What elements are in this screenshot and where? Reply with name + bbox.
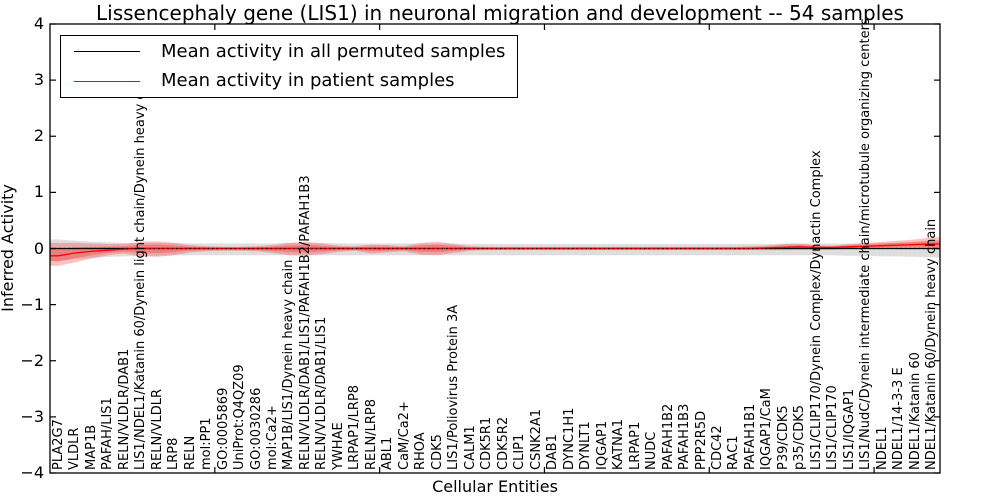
x-category-label: LRPAP1/LRP8 <box>347 384 363 470</box>
x-category-label: VLDLR <box>67 427 83 470</box>
x-category-label: LIS1/Poliovirus Protein 3A <box>446 304 462 470</box>
patient-mean-line <box>50 243 940 257</box>
x-category-label: LIS1/NudC/Dynein intermediate chain/micr… <box>858 18 874 470</box>
x-category-label: PLA2G7 <box>50 419 66 470</box>
x-category-label: IQGAP1 <box>594 420 610 470</box>
x-category-label: LRPAP1 <box>627 421 643 470</box>
x-category-label: CDK5R1 <box>479 416 495 470</box>
y-tick-label: 3 <box>33 70 44 90</box>
legend: Mean activity in all permuted samples Me… <box>60 35 518 98</box>
y-tick-label: −1 <box>20 294 44 314</box>
x-category-label: MAP1B/LIS1/Dynein heavy chain <box>281 259 297 470</box>
x-category-label: IQGAP1/CaM <box>759 388 775 470</box>
x-category-label: CLIP1 <box>512 433 528 470</box>
x-category-label: RHOA <box>413 432 429 470</box>
x-category-label: UniProt:Q4QZ09 <box>232 364 248 470</box>
x-category-label: RELN/VLDLR <box>149 388 165 470</box>
x-category-label: NDEL1/Katanin 60 <box>907 352 923 470</box>
x-category-label: PAFAH1B1 <box>742 403 758 470</box>
y-axis-label: Inferred Activity <box>0 184 17 312</box>
x-category-label: mol:PP1 <box>199 417 215 470</box>
x-category-label: CDK5R2 <box>495 416 511 470</box>
x-category-label: CDC42 <box>710 425 725 470</box>
x-category-label: CaM/Ca2+ <box>396 401 412 470</box>
chart-title: Lissencephaly gene (LIS1) in neuronal mi… <box>96 1 904 25</box>
x-category-label: PAFAH/LIS1 <box>100 397 116 470</box>
x-category-label: LIS1/CLIP170/Dynein Complex/Dynactin Com… <box>808 150 824 470</box>
x-category-label: DYNC1H1 <box>561 407 577 470</box>
x-category-label: RAC1 <box>726 435 742 470</box>
x-category-label: mol:Ca2+ <box>265 405 280 470</box>
x-category-label: NUDC <box>644 431 660 470</box>
y-tick-label: 0 <box>33 238 44 258</box>
x-category-label: GO:0005869 <box>215 387 231 470</box>
x-category-label: DYNLT1 <box>578 421 594 470</box>
legend-entry-permuted: Mean activity in all permuted samples <box>61 38 517 66</box>
x-category-label: PAFAH1B3 <box>677 403 693 470</box>
y-tick-label: −3 <box>20 406 44 426</box>
x-category-label: PPP2R5D <box>693 410 709 470</box>
x-category-label: NDEL1 <box>874 426 890 470</box>
x-category-label: P39/CDK5 <box>775 405 791 470</box>
x-category-label: LRP8 <box>166 437 182 470</box>
permuted-line-swatch <box>74 51 140 53</box>
x-category-label: CSNK2A1 <box>528 408 544 470</box>
x-category-label: PAFAH1B2 <box>660 403 676 470</box>
x-category-label: NDEL1/Katanin 60/Dynein heavy chain <box>924 218 940 470</box>
patient-line-swatch <box>74 80 140 82</box>
permuted-band <box>50 239 940 261</box>
x-category-label: NDEL1/14-3-3 E <box>891 367 907 470</box>
x-category-label: ABL1 <box>380 436 396 470</box>
x-category-label: RELN/VLDLR/DAB1/LIS1 <box>314 316 330 470</box>
x-category-label: KATNA1 <box>611 418 627 470</box>
x-category-label: LIS1/NDEL1/Katanin 60/Dynein light chain… <box>133 64 149 470</box>
y-tick-label: −2 <box>20 350 44 370</box>
x-category-label: GO:0030286 <box>248 387 264 470</box>
x-category-label: MAP1B <box>83 424 99 470</box>
legend-entry-patient: Mean activity in patient samples <box>61 67 517 95</box>
legend-label-permuted: Mean activity in all permuted samples <box>161 40 506 62</box>
x-category-label: RELN/VLDLR/DAB1 <box>116 348 132 470</box>
x-category-label: p35/CDK5 <box>792 404 808 470</box>
x-category-label: LIS1/CLIP170 <box>825 385 841 470</box>
x-category-label: RELN/VLDLR/DAB1/LIS1/PAFAH1B2/PAFAH1B3 <box>297 175 313 470</box>
x-category-label: LIS1/IQGAP1 <box>841 388 857 470</box>
y-tick-label: 2 <box>33 126 44 146</box>
x-category-label: YWHAE <box>330 422 346 470</box>
x-category-label: CALM1 <box>462 425 478 470</box>
x-axis-label: Cellular Entities <box>432 477 558 496</box>
x-category-label: DAB1 <box>545 434 561 470</box>
x-category-label: CDK5 <box>429 434 445 470</box>
y-tick-label: 1 <box>33 182 44 202</box>
y-tick-label: −4 <box>20 463 44 482</box>
x-category-label: RELN/LRP8 <box>363 399 379 470</box>
x-category-label: RELN <box>182 435 198 470</box>
legend-label-patient: Mean activity in patient samples <box>161 70 455 92</box>
y-tick-label: 4 <box>33 14 44 33</box>
